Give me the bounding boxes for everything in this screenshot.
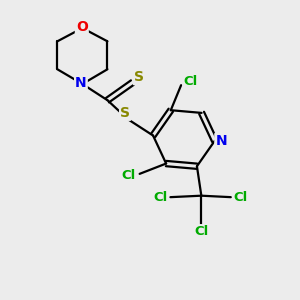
Text: Cl: Cl bbox=[121, 169, 136, 182]
Text: Cl: Cl bbox=[233, 191, 248, 204]
Text: Cl: Cl bbox=[194, 225, 208, 238]
Text: S: S bbox=[120, 106, 130, 120]
Text: N: N bbox=[215, 134, 227, 148]
Text: S: S bbox=[134, 70, 144, 84]
Text: O: O bbox=[76, 20, 88, 34]
Text: N: N bbox=[75, 76, 87, 89]
Text: Cl: Cl bbox=[154, 191, 168, 204]
Text: Cl: Cl bbox=[183, 75, 198, 88]
